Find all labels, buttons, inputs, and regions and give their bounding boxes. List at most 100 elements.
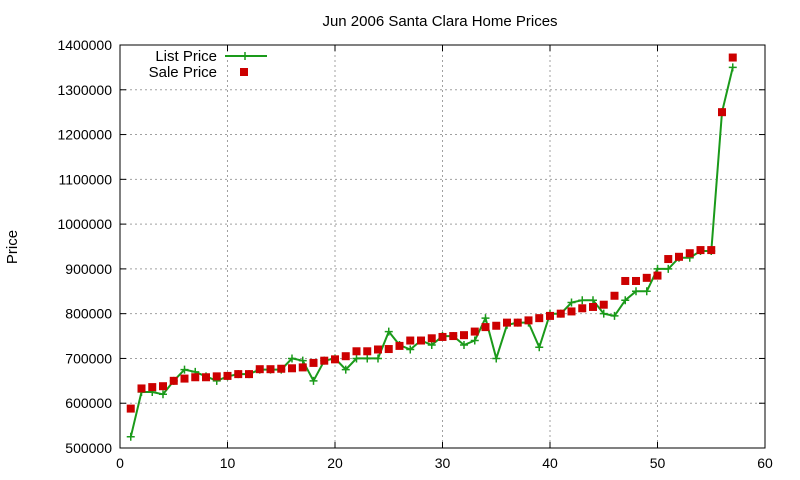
x-tick-label: 30 (435, 455, 451, 471)
y-tick-label: 1300000 (57, 82, 112, 98)
legend-label-sale-price: Sale Price (149, 64, 217, 81)
list-price-point (589, 296, 597, 305)
list-price-point (126, 432, 135, 441)
sale-price-point (513, 318, 522, 327)
sale-price-point (546, 311, 554, 320)
sale-price-point (653, 271, 662, 280)
list-price-point (632, 287, 640, 296)
list-price-point (363, 354, 372, 363)
y-tick-label: 1400000 (57, 37, 112, 53)
legend-marker-list-price (241, 52, 249, 60)
list-price-point (470, 336, 479, 345)
list-price-point (341, 365, 350, 374)
sale-price-point (685, 249, 694, 258)
sale-price-point (331, 355, 339, 364)
sale-price-point (696, 246, 705, 255)
sale-price-point (363, 347, 372, 356)
grid-lines (120, 45, 765, 448)
axis-ticks: 0 10 20 30 40 50 60 500000 600000 700000 800000 900… (57, 37, 773, 471)
list-price-point (352, 354, 361, 363)
sale-price-point (245, 370, 253, 379)
sale-price-point (169, 376, 178, 385)
list-price-point (180, 365, 189, 374)
list-price-point (578, 296, 587, 305)
x-tick-label: 10 (220, 455, 236, 471)
x-tick-label: 0 (116, 455, 124, 471)
sale-price-point (503, 318, 511, 327)
y-axis-label: Price (4, 230, 21, 264)
sale-price-point (707, 246, 716, 255)
sale-price-point (470, 327, 479, 336)
list-price-point (728, 63, 737, 72)
sale-price-point (675, 252, 683, 261)
sale-price-point (180, 374, 189, 383)
sale-price-point (610, 291, 619, 300)
sale-price-point (578, 304, 587, 313)
legend-marker-sale-price (240, 68, 248, 76)
list-price-point (621, 296, 630, 305)
y-tick-label: 1200000 (57, 127, 112, 143)
sale-price-point (632, 276, 640, 285)
sale-price-point (589, 302, 597, 311)
sale-price-point (298, 363, 307, 372)
y-tick-label: 600000 (65, 395, 112, 411)
sale-price-point (384, 345, 393, 354)
sale-price-point (374, 345, 382, 354)
sale-price-point (460, 331, 468, 340)
sale-price-point (406, 336, 415, 345)
list-price-point (664, 264, 673, 273)
list-price-point (481, 314, 490, 323)
list-price-point (288, 354, 296, 363)
sale-price-point (352, 347, 361, 356)
x-tick-label: 20 (327, 455, 343, 471)
sale-price-point (341, 352, 350, 361)
sale-price-point (567, 307, 576, 316)
sale-price-point (718, 108, 726, 117)
list-price-point (642, 287, 651, 296)
sale-price-point (234, 370, 243, 379)
plot-area-frame (119, 44, 766, 449)
sale-price-point (212, 372, 221, 381)
list-price-point (460, 341, 468, 350)
x-tick-label: 40 (542, 455, 558, 471)
sale-price-point (148, 383, 157, 392)
list-price-point (427, 341, 436, 350)
sale-price-point (535, 314, 544, 323)
list-price-point (298, 356, 307, 365)
sale-price-point (395, 341, 404, 350)
sale-price-point (427, 334, 436, 343)
sale-price-point (449, 332, 458, 341)
sale-price-point (266, 365, 275, 374)
sale-price-point (126, 404, 135, 413)
y-tick-label: 900000 (65, 261, 112, 277)
list-price-point (406, 345, 415, 354)
sale-price-point (288, 364, 296, 373)
list-price-point (159, 390, 167, 399)
sale-price-point (137, 384, 146, 393)
y-tick-label: 800000 (65, 306, 112, 322)
sale-price-point (524, 316, 533, 325)
list-price-point (535, 343, 544, 352)
sale-price-point (481, 323, 490, 332)
y-tick-label: 500000 (65, 440, 112, 456)
sale-price-point (309, 358, 318, 367)
sale-price-point (728, 53, 737, 62)
sale-price-point (621, 276, 630, 285)
sale-price-point (191, 373, 200, 382)
legend-label-list-price: List Price (155, 48, 217, 65)
sale-price-point (492, 321, 501, 330)
list-price-point (567, 298, 576, 307)
sale-price-point (556, 309, 565, 318)
y-tick-label: 1000000 (57, 216, 112, 232)
legend: List Price Sale Price (149, 48, 267, 81)
sale-price-point (642, 273, 651, 282)
list-price-line (129, 67, 734, 438)
list-price-point (599, 309, 608, 318)
sale-price-point (223, 371, 232, 380)
list-price-point (374, 354, 382, 363)
list-price-point (384, 327, 393, 336)
sale-price-point (438, 332, 447, 341)
list-price-point (653, 264, 662, 273)
list-price-point (492, 354, 501, 363)
